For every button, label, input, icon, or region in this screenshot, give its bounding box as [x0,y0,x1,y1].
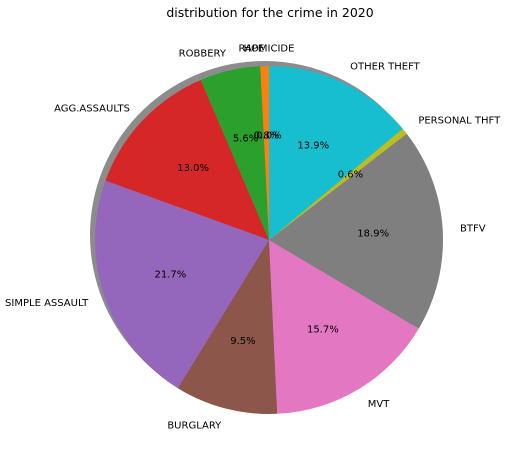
slice-label-homicide: HOMICIDE [244,44,295,55]
pie-slices [94,66,444,415]
slice-label-mvt: MVT [368,399,390,410]
slice-mvt [269,240,419,414]
slice-pct-rape: 0.8% [254,131,279,142]
slice-label-btfv: BTFV [460,223,486,234]
slice-label-other-theft: OTHER THEFT [350,62,420,73]
slice-robbery [200,66,269,240]
slice-pct-other-theft: 13.9% [297,140,329,151]
slice-pct-agg-assaults: 13.0% [177,163,209,174]
slice-label-agg-assaults: AGG.ASSAULTS [54,103,130,114]
slice-rape [260,66,269,240]
slice-pct-burglary: 9.5% [230,336,255,347]
slice-pct-mvt: 15.7% [307,324,339,335]
slice-simple-assault [94,180,269,389]
slice-btfv [269,133,444,329]
slice-label-personal-thft: PERSONAL THFT [418,115,501,126]
slice-label-burglary: BURGLARY [167,420,222,431]
slice-label-simple-assault: SIMPLE ASSAULT [5,298,89,309]
chart-title: distribution for the crime in 2020 [166,5,373,20]
slice-personal-thft [269,128,407,240]
pie-labels: HOMICIDE 0.0% RAPE 0.8% ROBBERY 5.6% AGG.ASSAU… [5,44,501,432]
slice-pct-personal-thft: 0.6% [338,170,363,181]
slice-pct-simple-assault: 21.7% [155,269,187,280]
slice-pct-btfv: 18.9% [357,229,389,240]
slice-burglary [177,240,278,415]
slice-other-theft [269,66,403,240]
slice-agg-assaults [105,79,269,241]
slice-pct-homicide: 0.0% [256,131,281,142]
slice-label-robbery: ROBBERY [179,49,227,60]
slice-pct-robbery: 5.6% [233,133,258,144]
slice-label-rape: RAPE [238,44,264,55]
